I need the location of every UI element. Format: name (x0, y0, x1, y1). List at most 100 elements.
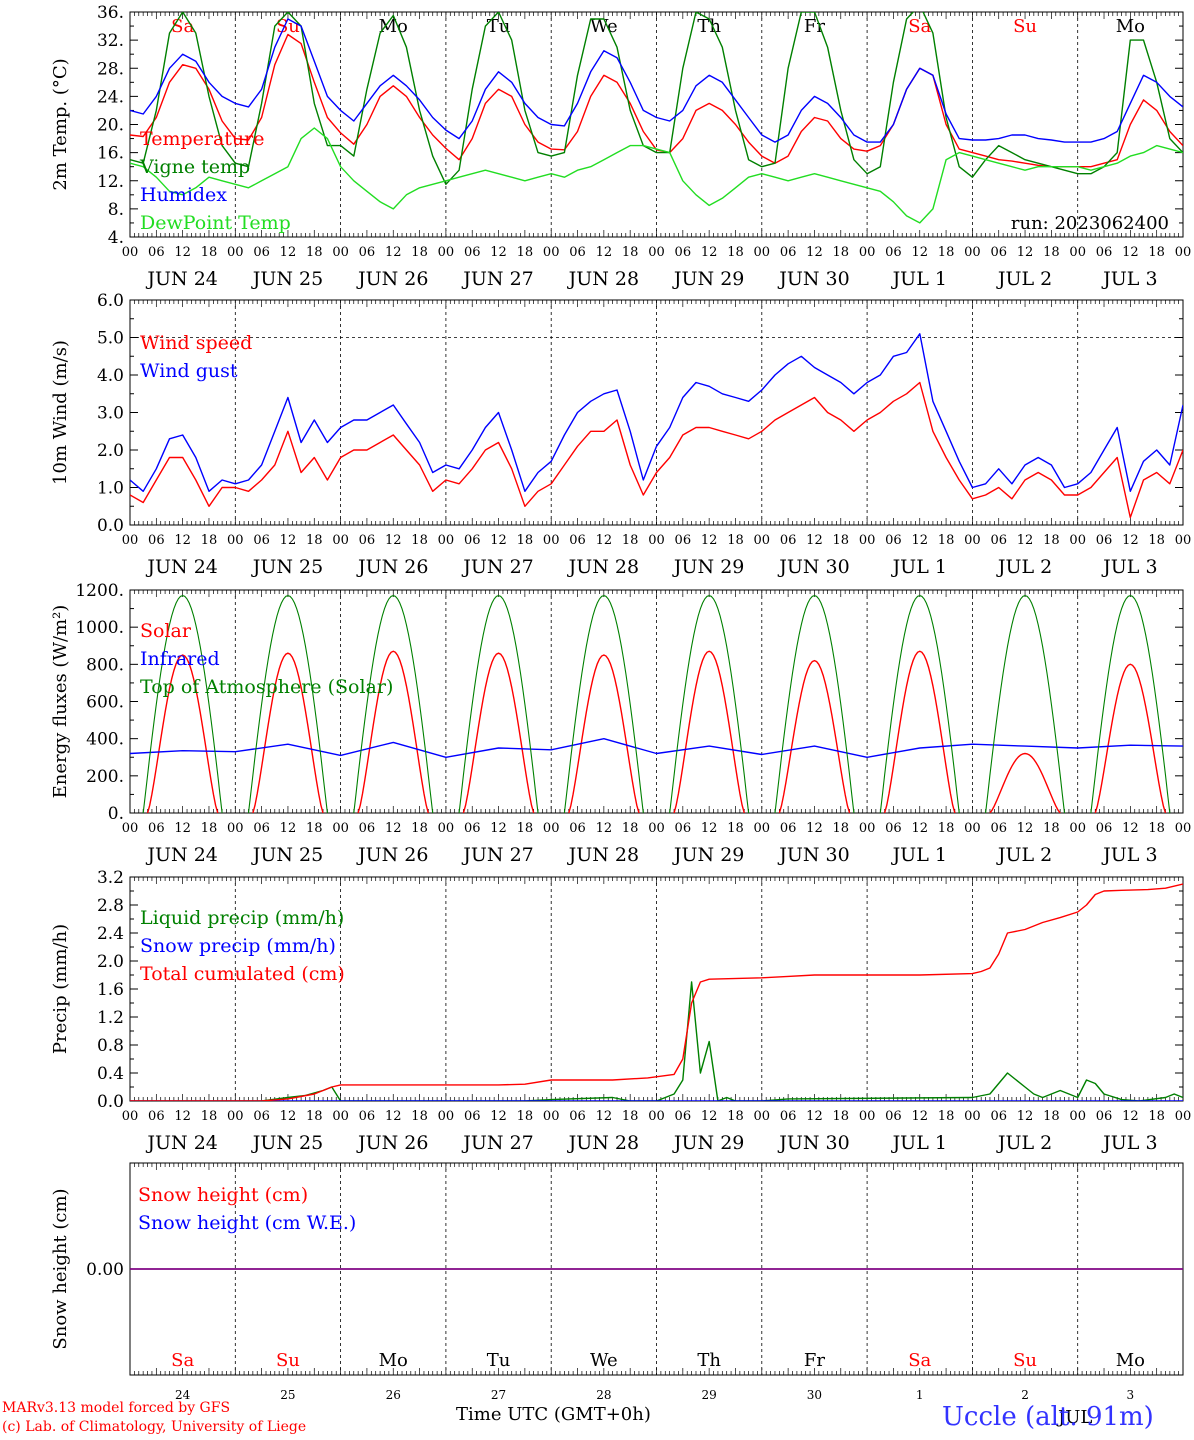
hour-tick-label: 00 (122, 1109, 139, 1124)
toa-solar-curve (774, 595, 855, 813)
y-tick-label: 4. (108, 228, 124, 248)
hour-tick-label: 00 (859, 1109, 876, 1124)
hour-tick-label: 06 (464, 533, 481, 548)
hour-tick-label: 00 (1069, 245, 1086, 260)
hour-tick-label: 12 (806, 533, 823, 548)
hour-tick-label: 18 (306, 533, 323, 548)
hour-tick-label: 18 (833, 821, 850, 836)
hour-tick-label: 06 (569, 533, 586, 548)
hour-tick-label: 06 (569, 245, 586, 260)
plot-frame (129, 299, 1184, 526)
hour-tick-label: 06 (359, 245, 376, 260)
date-label: JUN 24 (145, 556, 217, 578)
hour-tick-label: 06 (885, 533, 902, 548)
date-label: JUN 27 (461, 268, 533, 290)
hour-tick-label: 12 (911, 821, 928, 836)
hour-tick-label: 18 (938, 1109, 955, 1124)
date-label: JUL 3 (1101, 268, 1157, 290)
date-label: JUN 25 (251, 556, 323, 578)
series-group (130, 333, 1183, 519)
hour-tick-label: 18 (306, 821, 323, 836)
date-label: JUN 26 (356, 1132, 428, 1154)
wind-gust-line (130, 333, 1183, 492)
hour-tick-label: 00 (122, 533, 139, 548)
date-label: JUL 1 (891, 268, 947, 290)
y-tick-label: 0.0 (97, 516, 124, 536)
hour-tick-label: 12 (1017, 245, 1034, 260)
toa-solar-curve (985, 595, 1066, 813)
hour-tick-label: 18 (411, 821, 428, 836)
hour-tick-label: 00 (543, 1109, 560, 1124)
hour-tick-label: 18 (622, 245, 639, 260)
legend-entry: Wind gust (140, 360, 238, 382)
hour-tick-label: 00 (122, 245, 139, 260)
date-label: JUN 27 (461, 556, 533, 578)
legend-entry: Snow height (cm) (138, 1184, 308, 1206)
hour-tick-label: 06 (148, 1109, 165, 1124)
hour-tick-label: 12 (911, 245, 928, 260)
weekday-label: Th (697, 1350, 721, 1371)
hour-tick-label: 06 (990, 821, 1007, 836)
hour-tick-label: 12 (596, 1109, 613, 1124)
hour-tick-label: 06 (780, 821, 797, 836)
hour-tick-label: 00 (964, 533, 981, 548)
y-tick-label: 4.0 (97, 366, 124, 386)
solar-curve (568, 654, 640, 813)
weekday-label: Su (276, 1350, 300, 1371)
hour-tick-label: 06 (675, 1109, 692, 1124)
hour-tick-label: 12 (385, 245, 402, 260)
hour-tick-label: 06 (1096, 245, 1113, 260)
weekday-label: Fr (804, 16, 825, 37)
hour-tick-label: 00 (438, 1109, 455, 1124)
hour-tick-label: 18 (517, 245, 534, 260)
hour-tick-label: 00 (543, 533, 560, 548)
date-label: JUL 2 (996, 556, 1052, 578)
hour-tick-label: 18 (938, 821, 955, 836)
hour-tick-label: 12 (280, 821, 297, 836)
legend-entry: DewPoint Temp (140, 212, 291, 234)
hour-tick-label: 12 (596, 821, 613, 836)
hour-tick-label: 18 (622, 821, 639, 836)
hour-tick-label: 06 (569, 821, 586, 836)
date-label: JUL 2 (996, 844, 1052, 866)
weekday-label: Su (1013, 1350, 1037, 1371)
y-tick-label: 2.8 (97, 896, 124, 916)
weekday-label: We (590, 1350, 618, 1371)
hour-tick-label: 12 (1122, 1109, 1139, 1124)
hour-tick-label: 00 (648, 533, 665, 548)
date-label: JUN 30 (777, 556, 849, 578)
wind-speed-line (130, 381, 1183, 519)
hour-tick-label: 18 (727, 1109, 744, 1124)
hour-tick-label: 18 (938, 533, 955, 548)
date-label: JUN 28 (567, 844, 639, 866)
day-number-label: 30 (807, 1388, 822, 1402)
y-tick-label: 1000. (75, 618, 124, 638)
hour-tick-label: 18 (306, 245, 323, 260)
hour-tick-label: 12 (174, 821, 191, 836)
date-label: JUN 24 (145, 268, 217, 290)
legend-entry: Total cumulated (cm) (140, 963, 345, 985)
hour-tick-label: 12 (911, 1109, 928, 1124)
hour-tick-label: 00 (648, 245, 665, 260)
weekday-label: We (590, 16, 618, 37)
station-label: Uccle (alt. 91m) (942, 1402, 1154, 1432)
day-number-label: 29 (702, 1388, 717, 1402)
date-label: JUN 28 (567, 1132, 639, 1154)
hour-tick-label: 18 (201, 1109, 218, 1124)
panel-snow: 0.00 Snow height (cm) Snow height (cm) Snow… (50, 1162, 1184, 1402)
weekday-label: Mo (1116, 1350, 1145, 1371)
hour-tick-label: 12 (701, 821, 718, 836)
y-tick-label: 2.4 (97, 924, 124, 944)
hour-tick-label: 00 (964, 1109, 981, 1124)
hour-tick-label: 06 (359, 821, 376, 836)
hour-tick-label: 18 (411, 533, 428, 548)
hour-tick-label: 06 (990, 1109, 1007, 1124)
hour-tick-label: 18 (727, 245, 744, 260)
hour-tick-label: 12 (280, 245, 297, 260)
hour-tick-label: 12 (1017, 821, 1034, 836)
hour-tick-label: 12 (701, 533, 718, 548)
toa-solar-curve (1090, 595, 1171, 813)
hour-tick-label: 00 (1069, 1109, 1086, 1124)
hour-tick-label: 18 (1043, 821, 1060, 836)
date-label: JUL 2 (996, 268, 1052, 290)
